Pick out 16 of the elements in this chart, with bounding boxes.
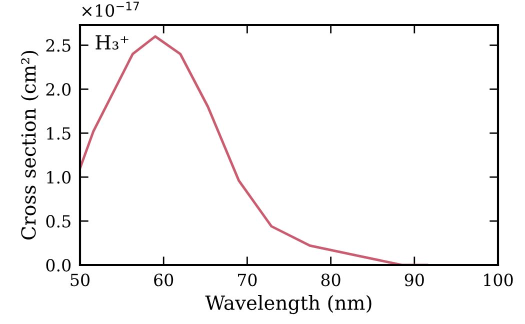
text: ×10$^{−17}$ <box>82 2 139 17</box>
x-tick-label: 100 <box>484 274 513 286</box>
y-axis-title: Cross section (cm²) <box>20 50 39 240</box>
x-tick-label: 80 <box>321 274 340 286</box>
x-tick-label: 70 <box>238 274 257 286</box>
x-axis-title: Wavelength (nm) <box>205 295 372 314</box>
y-tick-label: 2.5 <box>46 39 70 52</box>
y-tick-label: 0.0 <box>46 258 71 272</box>
y-tick-label: 2.0 <box>46 83 71 96</box>
y-tick-label: 1.0 <box>47 171 71 184</box>
x-tick-label: 50 <box>70 274 90 286</box>
annotation: H₃⁺ <box>96 35 128 50</box>
y-tick-label: 1.5 <box>47 127 70 140</box>
x-tick-label: 90 <box>404 274 424 286</box>
x-tick-label: 60 <box>154 274 174 286</box>
y-tick-label: 0.5 <box>46 215 70 228</box>
